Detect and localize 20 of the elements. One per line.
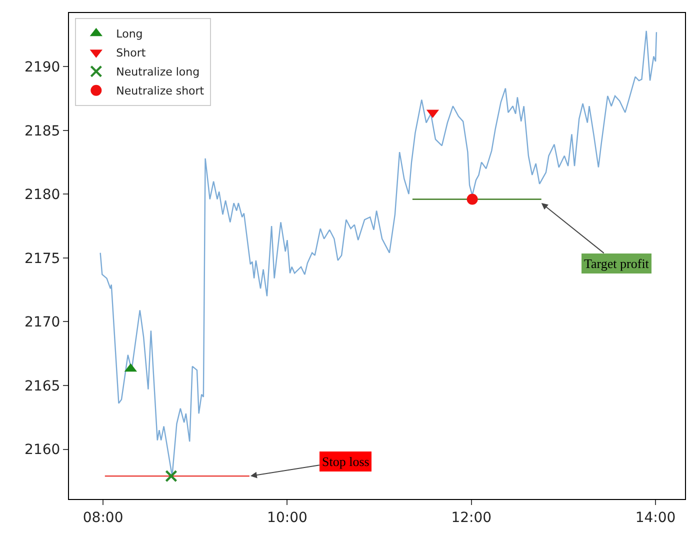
annotation: Target profit <box>584 256 650 271</box>
y-tick-label: 2170 <box>24 314 60 331</box>
x-tick-label: 14:00 <box>635 510 676 526</box>
x-tick-label: 08:00 <box>82 510 124 526</box>
legend-label: Long <box>116 28 143 41</box>
y-tick-label: 2175 <box>24 250 60 267</box>
y-tick-label: 2185 <box>24 123 60 140</box>
x-tick-label: 12:00 <box>451 510 492 526</box>
legend-label: Neutralize short <box>116 84 205 98</box>
legend-label: Neutralize long <box>116 66 200 79</box>
y-tick-label: 2165 <box>24 378 60 394</box>
y-tick-label: 2190 <box>24 59 60 76</box>
line-series <box>100 30 658 477</box>
legend-label: Short <box>116 46 146 60</box>
point <box>165 470 178 482</box>
y-tick-label: 2180 <box>24 187 60 204</box>
y-tick-label: 2160 <box>24 442 60 458</box>
annotation: Stop loss <box>322 454 370 469</box>
point <box>466 194 478 205</box>
x-tick-label: 10:00 <box>267 510 308 526</box>
